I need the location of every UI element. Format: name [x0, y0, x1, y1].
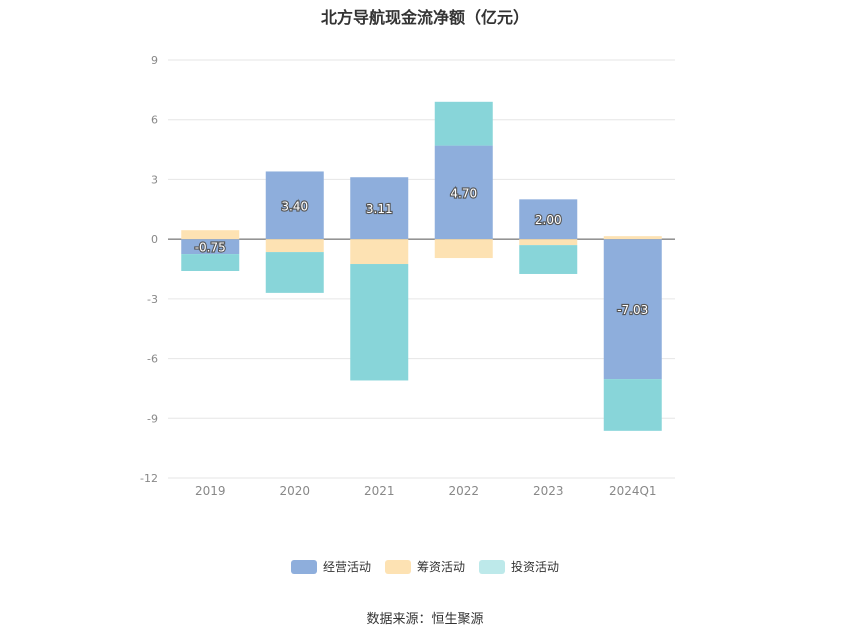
legend-swatch-operating: [290, 559, 317, 574]
y-tick-label: -12: [140, 472, 158, 485]
bar-segment: [434, 239, 493, 259]
legend-label-operating: 经营活动: [322, 560, 371, 574]
legend-item-operating[interactable]: 经营活动: [290, 558, 371, 575]
y-tick-label: -9: [147, 412, 158, 425]
bar-segment: [265, 252, 324, 293]
x-tick-label: 2022: [448, 484, 479, 498]
bar-segment: [434, 145, 493, 240]
bar-segment: [350, 264, 409, 381]
bar-segment: [181, 239, 240, 255]
x-tick-label: 2019: [195, 484, 226, 498]
data-label: 3.40: [281, 199, 308, 213]
chart-title: 北方导航现金流净额（亿元）: [320, 8, 529, 27]
bar-segment: [434, 101, 493, 146]
y-tick-label: 0: [151, 233, 158, 246]
bar-segment: [181, 254, 240, 271]
y-tick-label: 3: [151, 173, 158, 186]
bar-segment: [603, 379, 662, 431]
bar-segment: [265, 239, 324, 253]
legend: 经营活动 筹资活动 投资活动: [0, 558, 850, 575]
x-tick-label: 2020: [279, 484, 310, 498]
data-label: 2.00: [535, 213, 562, 227]
bar-segment: [350, 239, 409, 265]
bar-segment: [603, 236, 662, 240]
bar-segment: [519, 245, 578, 274]
bar-segment: [519, 199, 578, 240]
bar-chart: 9 6 3 0 -3 -6 -9 -12 -0.75 2019 3.40 2020 3.11 2021 4.…: [140, 54, 675, 498]
data-label: 4.70: [450, 186, 477, 200]
legend-label-financing: 筹资活动: [416, 560, 465, 574]
data-source: 数据来源：恒生聚源: [366, 612, 484, 627]
y-tick-label: -6: [147, 353, 158, 366]
bar-segment: [603, 239, 662, 380]
x-tick-label: 2024Q1: [609, 484, 657, 498]
x-tick-label: 2021: [364, 484, 395, 498]
data-label: -0.75: [195, 241, 226, 255]
legend-swatch-financing: [384, 559, 411, 574]
legend-swatch-investing: [479, 559, 505, 574]
y-tick-label: 9: [151, 54, 158, 67]
x-tick-label: 2023: [533, 484, 564, 498]
bar-segment: [519, 239, 578, 246]
legend-label-investing: 投资活动: [511, 560, 560, 574]
legend-item-financing[interactable]: 筹资活动: [384, 558, 465, 575]
data-label: 3.11: [366, 202, 393, 216]
bar-segment: [350, 177, 409, 240]
legend-item-investing[interactable]: 投资活动: [479, 558, 559, 575]
bar-segment: [265, 171, 324, 240]
data-label: -7.03: [617, 303, 648, 317]
y-tick-label: 6: [151, 114, 158, 127]
bar-segment: [181, 230, 240, 240]
y-tick-label: -3: [147, 293, 158, 306]
